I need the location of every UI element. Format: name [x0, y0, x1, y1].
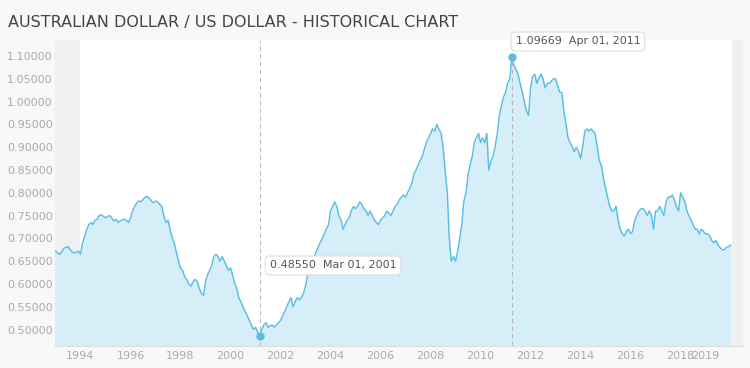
Bar	[680, 40, 730, 346]
Text: 0.48550  Mar 01, 2001: 0.48550 Mar 01, 2001	[270, 261, 396, 270]
Bar	[481, 40, 530, 346]
Bar	[181, 40, 230, 346]
Bar	[380, 40, 430, 346]
Bar	[80, 40, 130, 346]
Bar	[130, 40, 181, 346]
Text: AUSTRALIAN DOLLAR / US DOLLAR - HISTORICAL CHART: AUSTRALIAN DOLLAR / US DOLLAR - HISTORIC…	[8, 15, 458, 30]
Bar	[280, 40, 331, 346]
Bar	[331, 40, 380, 346]
Bar	[430, 40, 481, 346]
Bar	[580, 40, 631, 346]
Text: 1.09669  Apr 01, 2011: 1.09669 Apr 01, 2011	[515, 36, 640, 46]
Bar	[230, 40, 280, 346]
Bar	[631, 40, 680, 346]
Bar	[530, 40, 580, 346]
